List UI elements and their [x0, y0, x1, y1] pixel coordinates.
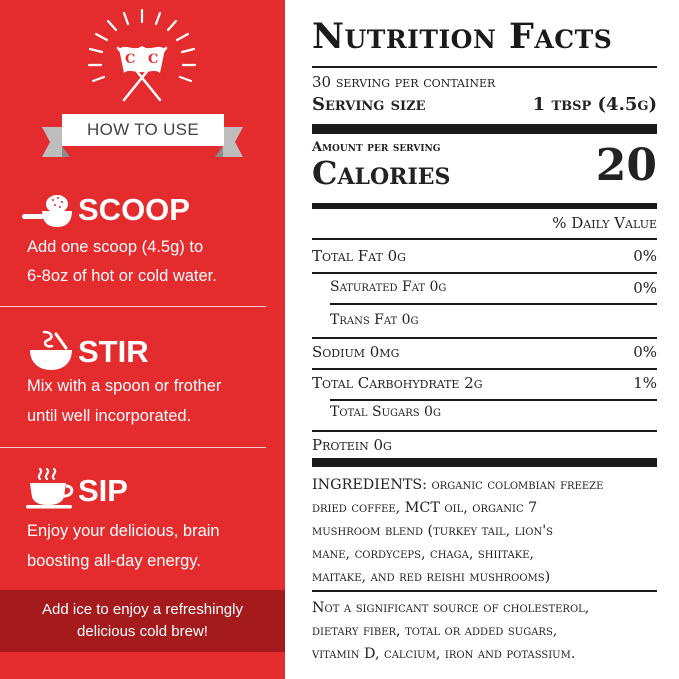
- divider-rule: [312, 66, 657, 68]
- divider-rule: [312, 590, 657, 592]
- nutrient-row-label: Trans Fat 0g: [330, 312, 419, 328]
- nutrition-facts-title: Nutrition Facts: [312, 16, 613, 57]
- ingredients-label: INGREDIENTS:: [312, 477, 427, 493]
- step-scoop: SCOOP Add one scoop (4.5g) to 6-8oz of h…: [0, 188, 285, 306]
- nutrient-row-label: Sodium 0mg: [312, 343, 400, 361]
- scoop-icon: [22, 195, 72, 227]
- nutrient-row-label: Total Carbohydrate 2g: [312, 374, 483, 392]
- medium-divider-rule: [312, 203, 657, 209]
- ingredients-line: maitake, and red reishi mushrooms): [312, 569, 551, 585]
- divider-rule: [330, 303, 657, 305]
- divider-rule: [312, 272, 657, 274]
- step-title: STIR: [78, 334, 149, 369]
- step-title: SIP: [78, 473, 128, 508]
- step-title: SCOOP: [78, 192, 190, 227]
- how-to-use-label: HOW TO USE: [87, 120, 199, 139]
- nutrient-row-label: Protein 0g: [312, 436, 392, 454]
- calories-value: 20: [595, 140, 657, 191]
- nutrient-row-label: Saturated Fat 0g: [330, 279, 447, 295]
- step-stir: STIR Mix with a spoon or frother until w…: [0, 326, 285, 446]
- cup-icon: [26, 467, 74, 509]
- daily-value-header: % Daily Value: [552, 214, 657, 232]
- tip-line: delicious cold brew!: [77, 623, 208, 640]
- step-description-line: 6-8oz of hot or cold water.: [27, 267, 217, 285]
- step-description-line: until well incorporated.: [27, 407, 192, 425]
- step-divider: [0, 447, 266, 448]
- divider-rule: [312, 238, 657, 240]
- divider-rule: [312, 430, 657, 432]
- step-description-line: boosting all-day energy.: [27, 552, 201, 570]
- nutrient-row-dv: 0%: [633, 279, 657, 297]
- crossed-flags-logo: [87, 8, 197, 102]
- ingredients-list: INGREDIENTS: organic colombian freeze dr…: [312, 474, 657, 589]
- nutrition-footnote: Not a significant source of cholesterol,…: [312, 597, 657, 666]
- footnote-line: dietary fiber, total or added sugars,: [312, 623, 558, 639]
- nutrient-row-label: Total Sugars 0g: [330, 404, 441, 420]
- how-to-use-panel: C C HOW TO USE SCOOP Add one scoop (4.5g…: [0, 0, 285, 679]
- nutrient-row-dv: 0%: [633, 247, 657, 265]
- flag-letter-right: C: [148, 52, 159, 67]
- tip-line: Add ice to enjoy a refreshingly: [42, 601, 243, 618]
- serving-size-value: 1 tbsp (4.5g): [532, 94, 657, 115]
- nutrient-row-dv: 0%: [633, 343, 657, 361]
- step-divider: [0, 306, 266, 307]
- step-description-line: Add one scoop (4.5g) to: [27, 238, 204, 256]
- ingredients-line: INGREDIENTS: organic colombian freeze: [312, 474, 657, 497]
- calories-label: Calories: [312, 154, 451, 192]
- step-description-line: Enjoy your delicious, brain: [27, 522, 220, 540]
- amount-per-serving: Amount per serving: [312, 140, 441, 155]
- footnote-line: vitamin D, calcium, iron and potassium.: [312, 646, 576, 662]
- footnote-line: Not a significant source of cholesterol,: [312, 600, 590, 616]
- divider-rule: [312, 368, 657, 370]
- nutrient-row-label: Total Fat 0g: [312, 247, 406, 265]
- step-description-line: Mix with a spoon or frother: [27, 377, 222, 395]
- flag-letter-left: C: [125, 52, 136, 67]
- thick-divider-rule: [312, 458, 657, 467]
- step-sip: SIP Enjoy your delicious, brain boosting…: [0, 465, 285, 585]
- nutrient-row-dv: 1%: [633, 374, 657, 392]
- ingredients-line: mane, cordyceps, chaga, shiitake,: [312, 546, 535, 562]
- ingredients-line: mushroom blend (turkey tail, lion's: [312, 523, 554, 539]
- ribbon-banner: [42, 114, 243, 157]
- ingredients-text: organic colombian freeze: [431, 477, 604, 493]
- stir-icon: [30, 330, 72, 370]
- serving-size-label: Serving size: [312, 94, 426, 115]
- divider-rule: [330, 399, 657, 401]
- cold-brew-tip: Add ice to enjoy a refreshingly deliciou…: [0, 590, 285, 652]
- ingredients-line: dried coffee, MCT oil, organic 7: [312, 500, 538, 516]
- thick-divider-rule: [312, 124, 657, 134]
- divider-rule: [312, 337, 657, 339]
- servings-per-container: 30 serving per container: [312, 73, 496, 91]
